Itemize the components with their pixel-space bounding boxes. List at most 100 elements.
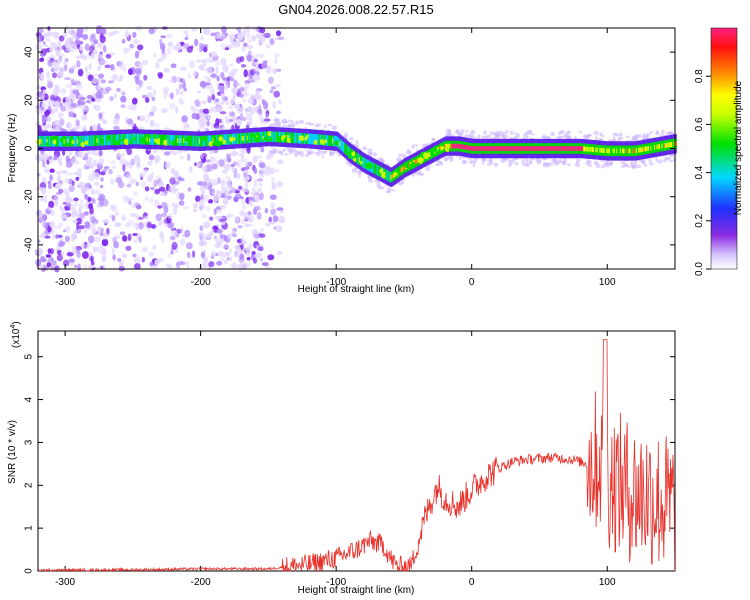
spectrogram-cell xyxy=(263,102,269,110)
spectrogram-cell xyxy=(116,87,121,93)
spectrogram-cell xyxy=(39,234,45,239)
spectrogram-cell xyxy=(236,133,239,144)
spectrogram-cell xyxy=(55,49,61,57)
spectrogram-cell xyxy=(133,239,138,244)
spectrogram-cell xyxy=(133,191,139,197)
spectrogram-cell xyxy=(306,149,312,155)
spectrogram-cell xyxy=(154,157,158,165)
spectrogram-cell xyxy=(84,152,89,161)
spectrogram-cell xyxy=(97,73,105,79)
spectrogram-cell xyxy=(53,32,58,40)
spectrogram-cell xyxy=(195,135,198,147)
spectrogram-cell xyxy=(301,135,305,140)
spectrogram-cell xyxy=(256,132,261,137)
spectrogram-cell xyxy=(168,253,172,258)
spectrogram-cell xyxy=(227,157,232,163)
spectrogram-cell xyxy=(144,196,149,201)
spectrogram-cell xyxy=(593,147,596,152)
spectrogram-cell xyxy=(530,146,533,151)
spectrogram-cell xyxy=(342,142,346,153)
spectrogram-cell xyxy=(55,234,60,240)
spectrogram-cell xyxy=(663,143,666,149)
spectrogram-cell xyxy=(284,153,289,156)
spectrogram-cell xyxy=(252,155,258,163)
spectrogram-cell xyxy=(72,210,78,216)
spectrogram-cell xyxy=(402,166,405,171)
spectrogram-cell xyxy=(236,103,240,110)
spectrogram-cell xyxy=(268,216,273,223)
spectrogram-cell xyxy=(57,112,64,117)
spectrogram-cell xyxy=(222,170,228,174)
spectrogram-cell xyxy=(71,158,75,165)
spectrogram-cell xyxy=(151,96,156,102)
spectrogram-cell xyxy=(253,233,260,239)
spectrogram-cell xyxy=(64,136,67,147)
spectrogram-cell xyxy=(286,125,291,128)
spectrogram-cell xyxy=(121,253,127,259)
spectrogram-cell xyxy=(254,61,258,65)
spectrogram-cell xyxy=(57,41,61,47)
spectrogram-cell xyxy=(79,101,86,106)
spectrogram-cell xyxy=(211,190,216,195)
spectrogram-cell xyxy=(200,116,205,122)
spectrogram-cell xyxy=(345,144,348,155)
spectrogram-cell xyxy=(41,102,47,108)
spectrogram-cell xyxy=(344,132,348,138)
spectrogram-cell xyxy=(514,146,518,151)
spectrogram-cell xyxy=(222,187,225,192)
spectrogram-cell xyxy=(119,62,123,71)
spectrogram-cell xyxy=(589,146,592,152)
spectrogram-cell xyxy=(178,83,183,90)
spectrogram-cell xyxy=(144,186,150,192)
spectrogram-cell xyxy=(450,143,453,149)
spectrogram-cell xyxy=(575,146,579,151)
spectrogram-cell xyxy=(191,28,198,32)
spectrogram-cell xyxy=(236,119,242,127)
spectrogram-cell xyxy=(497,146,501,151)
spectrogram-cell xyxy=(571,146,574,151)
spectrogram-cell xyxy=(468,161,473,164)
spectrogram-cell xyxy=(263,131,266,143)
spectrogram-cell xyxy=(646,146,649,152)
spectrogram-cell xyxy=(169,134,172,146)
spectrogram-cell xyxy=(577,146,580,151)
spectrogram-cell xyxy=(203,173,209,181)
spectrogram-cell xyxy=(41,136,44,147)
spectrogram-cell xyxy=(210,90,216,96)
spectrogram-cell xyxy=(49,174,53,181)
spectrogram-cell xyxy=(604,148,607,153)
spectrogram-cell xyxy=(263,118,271,122)
spectrogram-cell xyxy=(269,89,274,94)
spectrogram-cell xyxy=(525,162,529,167)
spectrogram-cell xyxy=(483,130,487,135)
spectrogram-cell xyxy=(167,185,172,193)
spectrogram-cell xyxy=(213,193,220,202)
spectrogram-cell xyxy=(463,144,466,150)
spectrogram-cell xyxy=(296,132,299,144)
spectrogram-cell xyxy=(220,179,224,186)
spectrogram-cell xyxy=(123,47,128,54)
spectrogram-cell xyxy=(85,244,90,250)
spectrogram-cell xyxy=(247,132,250,144)
spectrogram-cell xyxy=(244,132,247,144)
spectrogram-cell xyxy=(594,144,597,156)
spectrogram-cell xyxy=(486,146,490,151)
spectrogram-cell xyxy=(658,144,662,149)
spectrogram-cell xyxy=(59,102,63,107)
spectrogram-cell xyxy=(121,213,126,222)
spectrogram-cell xyxy=(199,123,205,130)
spectrogram-cell xyxy=(151,134,154,145)
spectrogram-cell xyxy=(242,135,246,141)
spectrogram-cell xyxy=(92,159,98,167)
spectrogram-cell xyxy=(505,134,509,138)
x-tick-label: -200 xyxy=(191,577,211,588)
spectrogram-cell xyxy=(217,209,223,214)
spectrogram-cell xyxy=(250,132,253,143)
spectrogram-cell xyxy=(512,146,515,151)
spectrogram-cell xyxy=(275,83,282,88)
spectrogram-cell xyxy=(205,206,211,212)
spectrogram-cell xyxy=(462,144,465,150)
spectrogram-cell xyxy=(143,221,148,228)
spectrogram-cell xyxy=(635,148,638,154)
spectrogram-cell xyxy=(70,65,77,69)
